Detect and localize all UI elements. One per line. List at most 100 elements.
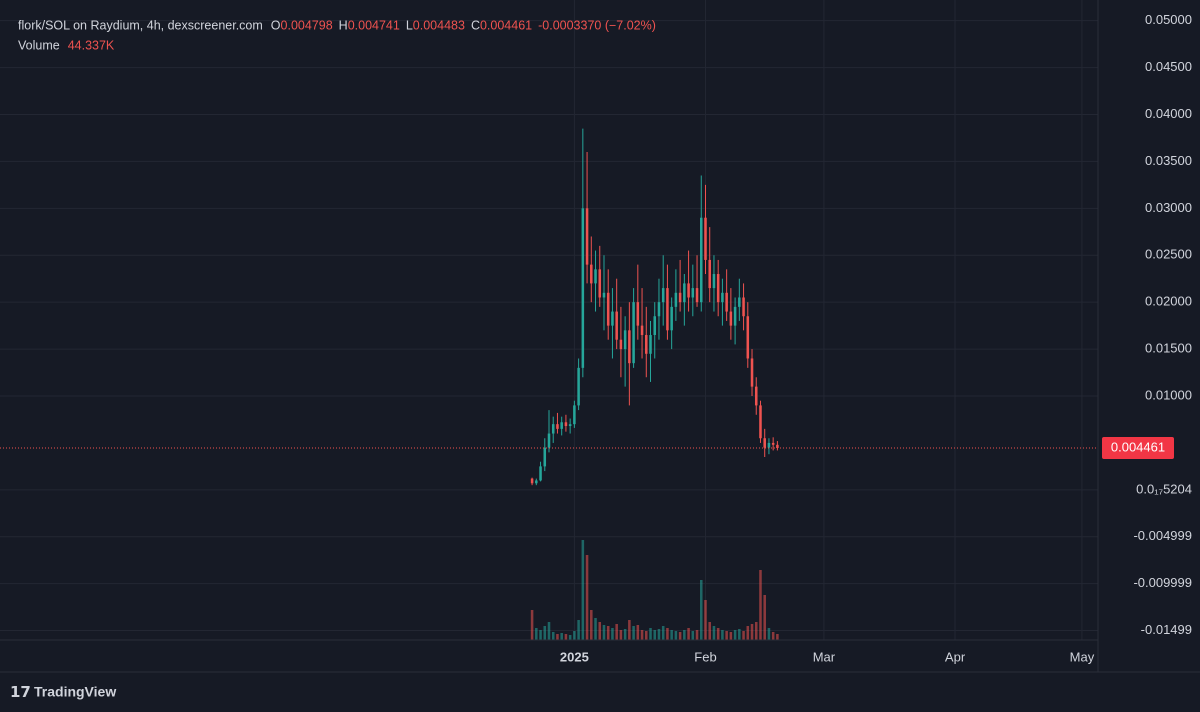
x-tick-label: Feb <box>694 649 716 664</box>
volume-bar <box>568 635 572 640</box>
y-tick-label: 0.04000 <box>1145 106 1192 121</box>
candle-body <box>645 335 648 354</box>
candle-body <box>564 422 568 427</box>
candle-body <box>687 283 690 298</box>
candle-body <box>543 447 547 467</box>
candle-body <box>729 311 733 326</box>
volume-bar <box>750 624 754 640</box>
candle-body <box>551 424 555 434</box>
candle-body <box>611 311 614 326</box>
y-tick-label: 0.05000 <box>1145 12 1192 27</box>
volume-bar <box>666 628 669 640</box>
candle-body <box>670 306 673 331</box>
y-tick-label: 0.03500 <box>1145 153 1192 168</box>
volume-bar <box>712 626 716 640</box>
legend-volume-value: 44.337K <box>68 38 115 52</box>
candle-body <box>771 442 775 445</box>
y-tick-label: -0.01499 <box>1141 622 1192 637</box>
y-tick-label: 0.04500 <box>1145 59 1192 74</box>
candle-body <box>568 424 572 427</box>
candle-body <box>606 292 610 326</box>
volume-bar <box>598 622 602 640</box>
volume-bar <box>623 629 627 640</box>
volume-bar <box>560 633 563 640</box>
tradingview-logo[interactable]: 𝟭𝟳 TradingView <box>10 684 116 701</box>
candle-body <box>733 306 737 326</box>
candle-body <box>640 325 644 336</box>
volume-bar <box>691 631 695 640</box>
volume-bar <box>640 630 644 640</box>
volume-bar <box>678 632 682 640</box>
candle-body <box>674 292 678 307</box>
volume-bar <box>628 620 631 640</box>
candle-body <box>678 292 682 303</box>
legend-h-label: H <box>339 18 348 32</box>
volume-bar <box>606 626 610 640</box>
volume-bar <box>776 634 779 640</box>
candle-body <box>767 442 771 448</box>
volume-bar <box>670 630 673 640</box>
candle-body <box>708 259 711 289</box>
candle-body <box>699 217 703 303</box>
volume-bar <box>602 625 606 640</box>
plot-area <box>0 128 1098 640</box>
candle-body <box>547 433 551 448</box>
volume-bar <box>556 634 559 640</box>
candle-body <box>666 288 669 331</box>
volume-bar <box>661 626 665 640</box>
volume-bar <box>763 595 766 640</box>
last-price-tag <box>1102 436 1174 459</box>
candle-body <box>649 335 652 354</box>
candle-body <box>585 208 589 265</box>
candle-body <box>577 367 580 406</box>
volume-bar <box>704 600 707 640</box>
candle-body <box>556 424 559 429</box>
volume-bar <box>725 631 728 640</box>
y-tick-label: 0.01500 <box>1145 341 1192 356</box>
legend-header: flork/SOL on Raydium, 4h, dexscreener.co… <box>18 18 656 52</box>
legend-o-label: O <box>271 18 281 32</box>
candle-body <box>594 269 597 284</box>
volume-bar <box>729 632 733 640</box>
volume-bar <box>611 628 614 640</box>
candle-body <box>704 217 707 260</box>
candle-body <box>636 302 640 326</box>
candle-body <box>759 405 762 439</box>
candle-body <box>776 444 779 448</box>
volume-bar <box>683 630 686 640</box>
candle-body <box>619 339 623 350</box>
candle-body <box>763 438 766 448</box>
volume-bar <box>535 628 538 640</box>
candle-body <box>573 405 576 425</box>
x-tick-label: May <box>1070 649 1095 664</box>
volume-bar <box>767 628 771 640</box>
x-tick-label: 2025 <box>560 649 589 664</box>
volume-bar <box>708 622 711 640</box>
volume-bar <box>619 630 623 640</box>
y-tick-label: -0.004999 <box>1133 528 1192 543</box>
candle-body <box>754 386 758 406</box>
volume-bar <box>695 630 699 640</box>
volume-bar <box>577 620 580 640</box>
candle-body <box>598 269 602 298</box>
candle-body <box>746 316 750 359</box>
candle-body <box>628 330 631 364</box>
candle-body <box>691 288 695 298</box>
volume-bar <box>543 626 547 640</box>
candle-body <box>560 422 563 429</box>
logo-text: TradingView <box>34 684 116 700</box>
volume-bar <box>615 624 618 640</box>
candle-body <box>750 358 754 387</box>
volume-bar <box>551 632 555 640</box>
volume-bar <box>657 629 661 640</box>
volume-bar <box>530 610 534 640</box>
volume-bar <box>585 555 589 640</box>
legend-o-value: 0.004798 <box>281 18 333 32</box>
volume-bar <box>716 628 720 640</box>
candle-body <box>539 466 542 481</box>
volume-bar <box>564 634 568 640</box>
legend-h-value: 0.004741 <box>348 18 400 32</box>
y-tick-label: -0.009999 <box>1133 575 1192 590</box>
